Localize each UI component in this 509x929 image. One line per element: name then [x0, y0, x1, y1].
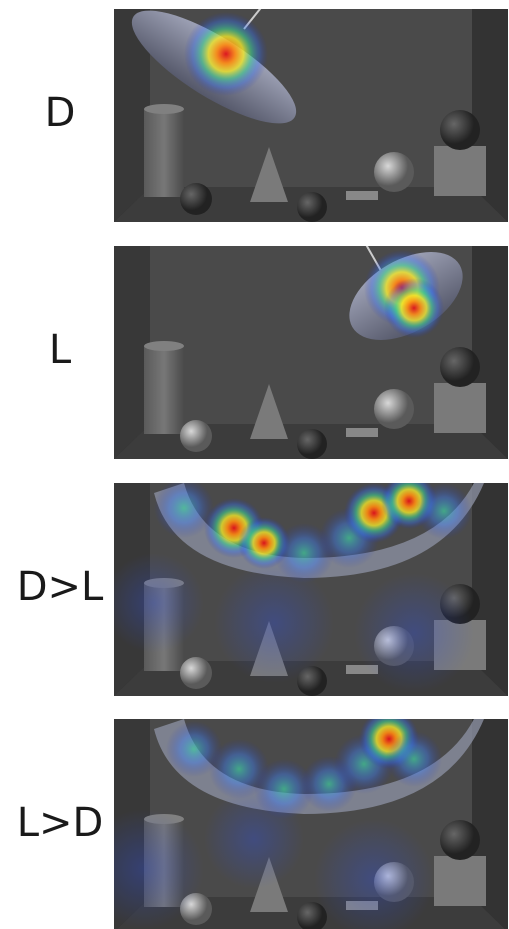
cube: [434, 856, 486, 906]
cylinder: [144, 109, 184, 197]
panel-label: D: [45, 90, 76, 136]
cone: [250, 147, 288, 202]
cylinder-top: [144, 341, 184, 351]
cylinder: [144, 346, 184, 434]
panel-label: D>L: [17, 564, 104, 610]
sphere: [440, 347, 480, 387]
heatmap-blob: [204, 789, 304, 889]
heatmap-blob: [114, 553, 204, 653]
cube: [434, 146, 486, 196]
sphere: [297, 902, 327, 929]
panel-label: L>D: [17, 800, 104, 846]
sphere: [374, 389, 414, 429]
left-wall: [114, 246, 150, 459]
sphere: [440, 110, 480, 150]
scene-image: [114, 719, 508, 929]
heatmap-blob: [209, 739, 269, 799]
sphere: [297, 192, 327, 222]
slab: [346, 665, 378, 674]
sphere: [180, 420, 212, 452]
sphere: [180, 183, 212, 215]
heatmap-blob: [166, 721, 222, 777]
heatmap-blob: [354, 573, 474, 693]
heatmap-blob: [114, 809, 204, 929]
cone: [250, 384, 288, 439]
heatmap-blob: [184, 12, 268, 96]
slab: [346, 428, 378, 437]
scene-image: [114, 246, 508, 459]
panel-label: L: [49, 327, 72, 373]
heatmap-blob: [416, 483, 472, 539]
scene-image: [114, 483, 508, 696]
heatmap-blob: [214, 563, 334, 683]
cylinder-top: [144, 104, 184, 114]
heatmap-blob: [384, 278, 444, 338]
sphere: [440, 820, 480, 860]
sphere: [374, 152, 414, 192]
scene-image: [114, 9, 508, 222]
heatmap-blob: [386, 731, 442, 787]
heatmap-blob: [314, 819, 434, 929]
sphere: [297, 429, 327, 459]
slab: [346, 191, 378, 200]
heatmap-blob: [154, 483, 214, 538]
cube: [434, 383, 486, 433]
sphere: [180, 657, 212, 689]
left-wall: [114, 9, 150, 222]
